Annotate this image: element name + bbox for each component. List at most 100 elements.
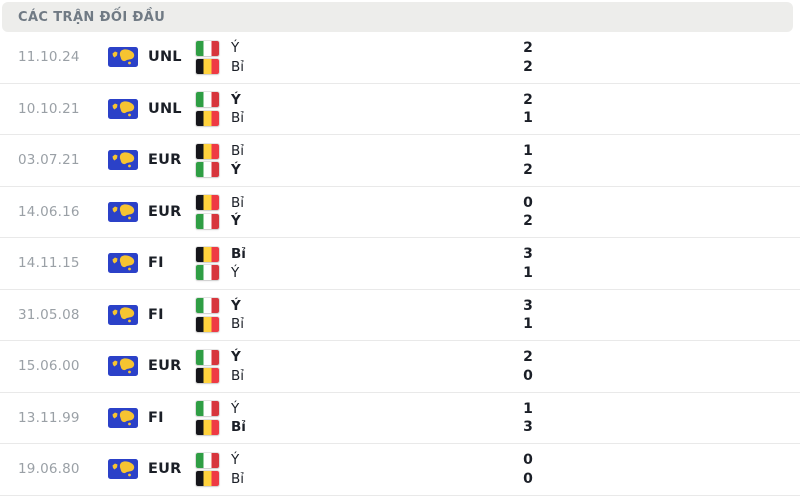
- team-score: 2: [523, 91, 533, 108]
- team-flag-icon: [196, 471, 219, 486]
- team-line-away: Bỉ 0: [196, 368, 800, 384]
- teams-cell: Ý 3 Bỉ 1: [196, 290, 800, 341]
- competition-cell: EUR: [90, 444, 196, 495]
- teams-cell: Bỉ 3 Ý 1: [196, 238, 800, 289]
- team-line-away: Ý 1: [196, 265, 800, 281]
- team-score: 0: [523, 367, 533, 384]
- match-row: 19.06.80 EUR Ý 0 Bỉ 0: [0, 444, 800, 496]
- team-name: Ý: [231, 40, 240, 56]
- match-date: 15.06.00: [18, 358, 80, 375]
- competition-label: FI: [148, 409, 164, 426]
- teams-cell: Ý 1 Bỉ 3: [196, 393, 800, 444]
- team-flag-icon: [196, 110, 219, 126]
- team-score: 0: [523, 194, 533, 211]
- team-name: Ý: [231, 161, 241, 178]
- team-line-home: Bỉ 1: [196, 143, 800, 159]
- team-flag-icon: [196, 419, 219, 435]
- competition-cell: EUR: [90, 135, 196, 186]
- competition-world-map-icon: [108, 150, 138, 171]
- teams-cell: Bỉ 1 Ý 2: [196, 135, 800, 186]
- match-date: 14.06.16: [18, 203, 80, 220]
- team-name: Ý: [231, 213, 241, 229]
- competition-cell: FI: [90, 238, 196, 289]
- panel-header: CÁC TRẬN ĐỐI ĐẦU: [2, 2, 793, 32]
- match-list: 11.10.24 UNL Ý 2 Bỉ 2: [0, 32, 800, 496]
- competition-world-map-icon: [108, 356, 138, 377]
- team-score: 0: [523, 470, 533, 487]
- match-row: 14.11.15 FI Bỉ 3 Ý 1: [0, 238, 800, 290]
- team-name: Bỉ: [231, 246, 246, 262]
- match-date: 11.10.24: [18, 49, 80, 66]
- team-flag-icon: [196, 349, 219, 365]
- team-flag-icon: [196, 246, 219, 262]
- team-flag-icon: [196, 265, 219, 280]
- team-score: 3: [523, 297, 533, 314]
- team-line-home: Ý 1: [196, 401, 800, 417]
- team-line-away: Bỉ 2: [196, 59, 800, 75]
- team-score: 2: [523, 58, 533, 75]
- competition-cell: FI: [90, 393, 196, 444]
- teams-cell: Bỉ 0 Ý 2: [196, 187, 800, 238]
- match-row: 13.11.99 FI Ý 1 Bỉ 3: [0, 393, 800, 444]
- match-date: 31.05.08: [18, 306, 80, 323]
- competition-world-map-icon: [108, 253, 138, 274]
- competition-cell: FI: [90, 290, 196, 341]
- team-score: 0: [523, 452, 533, 468]
- team-line-away: Ý 2: [196, 162, 800, 178]
- team-line-away: Bỉ 1: [196, 316, 800, 332]
- team-flag-icon: [196, 452, 219, 468]
- match-row: 10.10.21 UNL Ý 2 Bỉ 1: [0, 84, 800, 135]
- teams-cell: Ý 0 Bỉ 0: [196, 444, 800, 495]
- team-score: 1: [523, 143, 533, 159]
- competition-world-map-icon: [108, 304, 138, 325]
- team-name: Ý: [231, 297, 241, 314]
- team-score: 1: [523, 400, 533, 417]
- competition-cell: UNL: [90, 84, 196, 135]
- team-score: 2: [523, 349, 533, 365]
- team-flag-icon: [196, 92, 219, 107]
- team-name: Bỉ: [231, 470, 245, 487]
- competition-label: EUR: [148, 203, 182, 220]
- competition-world-map-icon: [108, 98, 138, 119]
- competition-label: EUR: [148, 461, 182, 478]
- competition-label: UNL: [148, 49, 182, 66]
- competition-label: FI: [148, 306, 164, 323]
- team-flag-icon: [196, 401, 219, 416]
- team-flag-icon: [196, 59, 219, 74]
- team-flag-icon: [196, 368, 219, 383]
- team-line-home: Bỉ 3: [196, 246, 800, 262]
- match-row: 03.07.21 EUR Bỉ 1 Ý 2: [0, 135, 800, 187]
- team-line-home: Ý 2: [196, 349, 800, 365]
- team-name: Ý: [231, 349, 241, 365]
- match-date: 13.11.99: [18, 409, 80, 426]
- team-line-away: Bỉ 0: [196, 471, 800, 487]
- competition-cell: EUR: [90, 187, 196, 238]
- team-score: 1: [523, 316, 533, 332]
- match-date: 03.07.21: [18, 152, 80, 169]
- teams-cell: Ý 2 Bỉ 1: [196, 84, 800, 135]
- team-line-away: Bỉ 3: [196, 419, 800, 435]
- teams-cell: Ý 2 Bỉ 0: [196, 341, 800, 392]
- competition-world-map-icon: [108, 201, 138, 222]
- competition-cell: EUR: [90, 341, 196, 392]
- match-date: 19.06.80: [18, 461, 80, 478]
- team-flag-icon: [196, 298, 219, 313]
- team-line-home: Ý 2: [196, 92, 800, 108]
- team-score: 1: [523, 264, 533, 281]
- team-name: Bỉ: [231, 110, 245, 126]
- team-name: Ý: [231, 264, 240, 281]
- match-row: 31.05.08 FI Ý 3 Bỉ 1: [0, 290, 800, 341]
- team-score: 1: [523, 110, 533, 126]
- team-line-away: Ý 2: [196, 213, 800, 229]
- team-flag-icon: [196, 40, 219, 56]
- team-line-home: Ý 2: [196, 40, 800, 56]
- team-flag-icon: [196, 316, 219, 332]
- match-date: 14.11.15: [18, 255, 80, 272]
- competition-label: FI: [148, 255, 164, 272]
- team-line-home: Ý 3: [196, 298, 800, 314]
- match-row: 14.06.16 EUR Bỉ 0 Ý 2: [0, 187, 800, 238]
- team-line-home: Bỉ 0: [196, 195, 800, 211]
- competition-label: EUR: [148, 358, 182, 375]
- team-name: Bỉ: [231, 194, 245, 211]
- team-name: Bỉ: [231, 316, 245, 332]
